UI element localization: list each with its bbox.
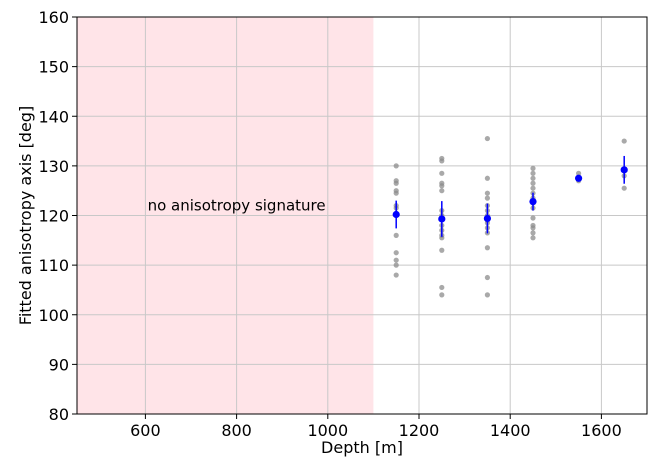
individual-point — [530, 180, 536, 186]
individual-point — [484, 292, 490, 298]
individual-point — [530, 230, 536, 236]
individual-point — [484, 245, 490, 251]
x-axis-label: Depth [m] — [321, 438, 403, 457]
individual-point — [530, 185, 536, 191]
individual-point — [439, 183, 445, 189]
individual-point — [439, 247, 445, 253]
mean-point — [575, 174, 583, 182]
y-tick-label: 140 — [38, 107, 69, 126]
mean-point — [620, 166, 628, 174]
individual-point — [484, 135, 490, 142]
x-tick-label: 800 — [221, 421, 252, 440]
y-tick-label: 100 — [38, 306, 69, 325]
individual-point — [484, 175, 490, 181]
y-tick-label: 90 — [49, 355, 69, 374]
y-tick-label: 120 — [38, 207, 69, 226]
data-points-layer — [392, 135, 628, 298]
y-tick-label: 130 — [38, 157, 69, 176]
mean-point — [438, 215, 446, 223]
individual-point — [439, 170, 445, 176]
individual-point — [530, 170, 536, 176]
y-axis-label: Fitted anisotropy axis [deg] — [16, 106, 35, 325]
x-tick-label: 1200 — [399, 421, 440, 440]
individual-point — [621, 185, 627, 191]
x-tick-label: 1400 — [490, 421, 531, 440]
individual-point — [621, 138, 627, 144]
individual-point — [576, 170, 582, 176]
individual-point — [530, 215, 536, 221]
individual-point — [393, 190, 399, 196]
annotation-no-anisotropy: no anisotropy signature — [148, 197, 326, 215]
individual-point — [530, 235, 536, 241]
individual-point — [393, 250, 399, 256]
individual-point — [393, 180, 399, 186]
individual-point — [484, 195, 490, 201]
individual-point — [439, 292, 445, 298]
individual-point — [393, 163, 399, 169]
x-tick-label: 600 — [130, 421, 161, 440]
individual-point — [439, 158, 445, 164]
y-tick-label: 110 — [38, 256, 69, 275]
individual-point — [530, 175, 536, 181]
mean-point — [529, 198, 537, 206]
x-tick-label: 1000 — [307, 421, 348, 440]
individual-point — [484, 190, 490, 196]
tick-labels-layer: 600 800 1000 1200 1400 1600 80 90 100 110 120 130 14… — [38, 8, 621, 440]
individual-point — [530, 165, 536, 171]
x-tick-label: 1600 — [581, 421, 622, 440]
y-tick-label: 80 — [49, 405, 69, 424]
individual-point — [393, 272, 399, 278]
individual-point — [393, 262, 399, 268]
individual-point — [484, 274, 490, 281]
mean-point — [483, 214, 491, 223]
individual-point — [439, 188, 445, 194]
individual-point — [530, 225, 536, 231]
individual-point — [439, 284, 445, 291]
y-tick-label: 160 — [38, 8, 69, 27]
individual-point — [439, 235, 445, 241]
y-tick-label: 150 — [38, 58, 69, 77]
individual-point — [393, 232, 399, 238]
individual-point — [393, 257, 399, 263]
mean-point — [392, 210, 400, 219]
